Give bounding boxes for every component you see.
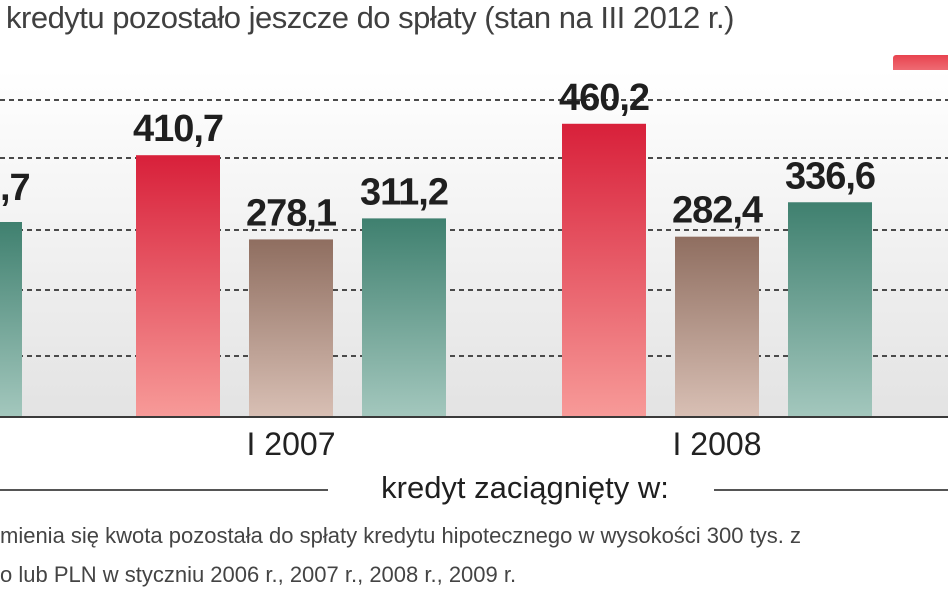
bar-I-2008-teal [788,202,872,416]
bar-partial-teal [0,222,22,416]
bar-value-label: 282,4 [672,190,763,232]
footnote-line-2: o lub PLN w styczniu 2006 r., 2007 r., 2… [0,562,517,587]
bar-label-partial: ,7 [0,167,30,209]
bar-value-label: 336,6 [785,155,875,197]
bar-value-label: 410,7 [133,108,223,150]
caption-rule-left [0,489,328,491]
chart-title: kredytu pozostało jeszcze do spłaty (sta… [6,0,734,35]
category-label: I 2008 [673,426,762,462]
bar-labels: ,7 410,7 278,1 311,2 460,2 282,4 336,6 [0,77,876,235]
bar-value-label: 460,2 [559,77,649,119]
bars [0,123,872,416]
caption-rule-right [714,489,948,491]
footnote-line-1: mienia się kwota pozostała do spłaty kre… [0,523,801,548]
bar-I-2007-red [136,155,220,416]
bar-value-label: 278,1 [246,192,337,234]
category-labels: I 2007 I 2008 [247,426,762,462]
bar-I-2008-brown [675,236,759,416]
category-label: I 2007 [247,426,336,462]
grid-lines [0,99,948,418]
bar-I-2007-teal [362,218,446,416]
x-axis-caption: kredyt zaciągnięty w: [381,470,669,505]
bar-I-2008-red [562,123,646,416]
bar-value-label: 311,2 [360,171,448,213]
bar-I-2007-brown [249,239,333,416]
